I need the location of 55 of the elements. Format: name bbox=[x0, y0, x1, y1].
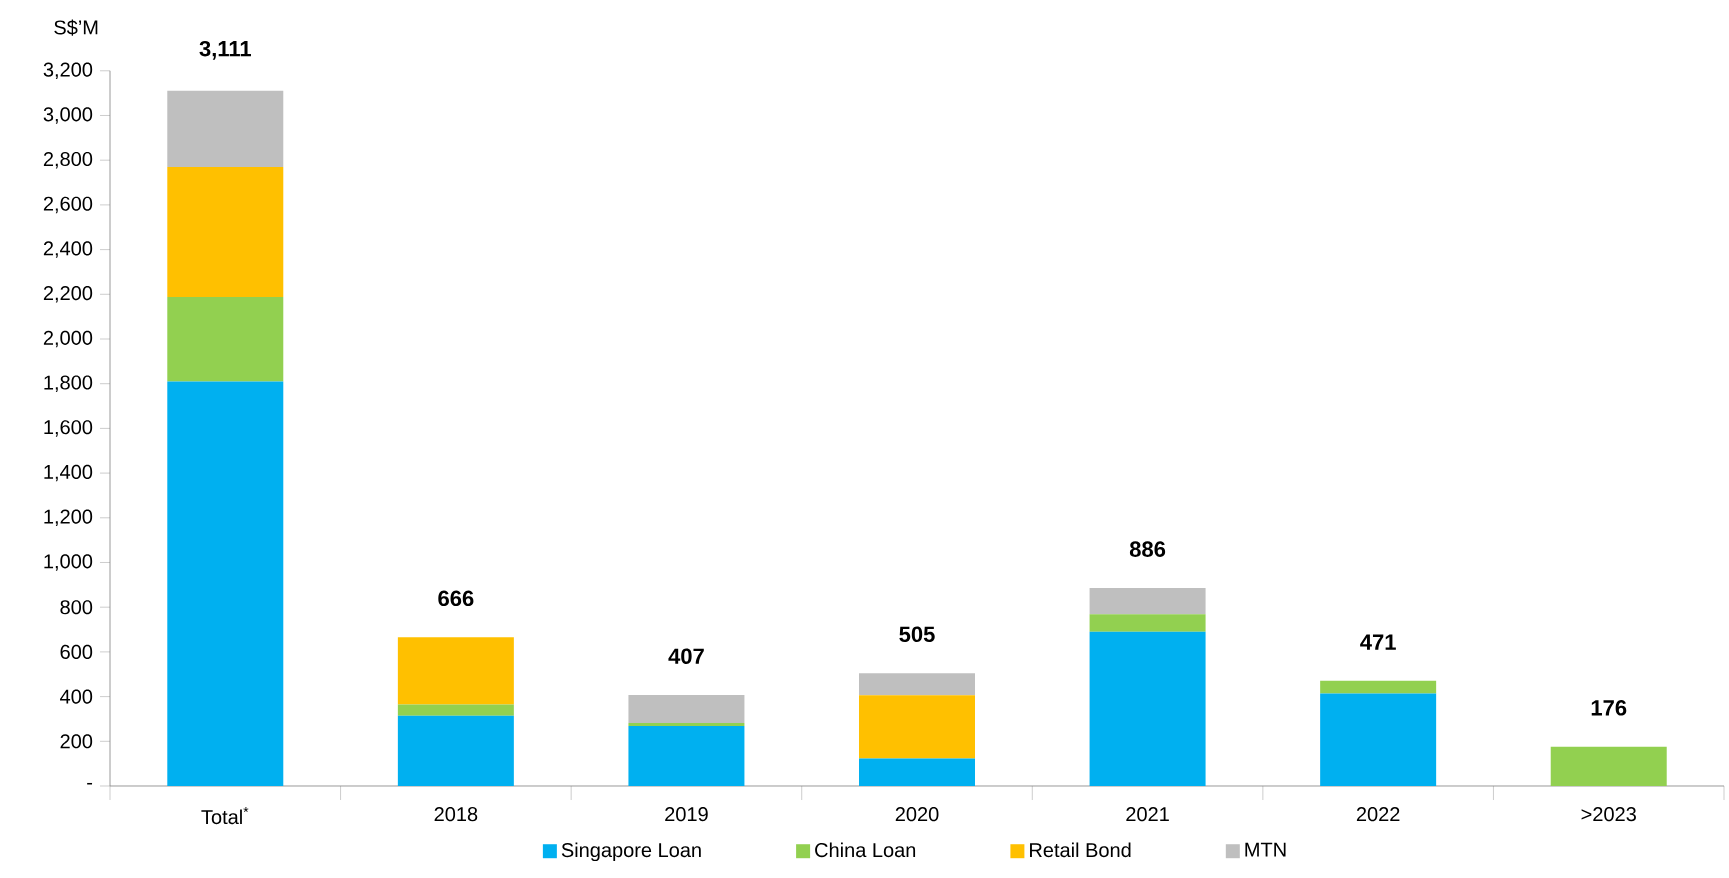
bar bbox=[628, 722, 745, 726]
bar bbox=[628, 725, 745, 786]
x-tick-label: Total$^{*}$ bbox=[201, 807, 249, 825]
bar bbox=[859, 673, 975, 696]
total-label: 886 bbox=[1129, 541, 1166, 557]
y-tick-label: 2,600 bbox=[43, 196, 93, 214]
y-tick-label: 3,000 bbox=[43, 107, 93, 124]
bar bbox=[1089, 587, 1206, 615]
bar bbox=[167, 381, 284, 786]
bar bbox=[859, 695, 975, 759]
bar bbox=[1320, 680, 1437, 694]
bar bbox=[1089, 614, 1206, 632]
bar bbox=[859, 758, 975, 786]
x-tick-label: 2022 bbox=[1356, 807, 1400, 822]
bar bbox=[167, 166, 284, 297]
x-tick-label: 2021 bbox=[1126, 807, 1169, 822]
total-label: 407 bbox=[668, 648, 704, 664]
x-tick-label: 2020 bbox=[895, 807, 939, 822]
y-tick-label: 200 bbox=[60, 734, 93, 749]
y-tick-label: 2,200 bbox=[43, 286, 93, 303]
y-tick-label: 2,000 bbox=[43, 330, 93, 348]
bar bbox=[1320, 693, 1437, 786]
y-tick-label: 1,000 bbox=[44, 554, 93, 571]
legend-label: MTN bbox=[1245, 842, 1286, 857]
y-tick-label: 600 bbox=[60, 644, 93, 659]
y-tick-label: 1,600 bbox=[44, 420, 93, 437]
bar bbox=[628, 695, 745, 723]
total-label: 471 bbox=[1360, 634, 1396, 650]
total-label: 3,111 bbox=[199, 40, 251, 60]
x-tick-label: >2023 bbox=[1581, 807, 1636, 822]
bar bbox=[397, 715, 514, 786]
y-tick-label: 2,400 bbox=[43, 241, 93, 258]
legend-label: China Loan bbox=[815, 842, 916, 858]
legend-label: Singapore Loan bbox=[561, 842, 701, 862]
total-label: 666 bbox=[438, 590, 474, 607]
y-tick-label: 1,800 bbox=[44, 375, 93, 392]
bar bbox=[1089, 631, 1206, 786]
bar bbox=[397, 637, 514, 705]
bar bbox=[397, 704, 514, 716]
y-tick-label: - bbox=[87, 782, 93, 785]
bar bbox=[167, 296, 284, 382]
bar bbox=[1550, 746, 1667, 786]
y-tick-label: 800 bbox=[60, 600, 93, 615]
y-axis-title: S$’M bbox=[54, 19, 98, 36]
y-tick-label: 1,200 bbox=[44, 509, 93, 527]
y-tick-label: 1,400 bbox=[44, 464, 93, 482]
y-tick-label: 400 bbox=[60, 689, 93, 704]
x-tick-label: 2019 bbox=[665, 807, 708, 822]
y-tick-label: 2,800 bbox=[43, 151, 93, 169]
x-tick-label: 2018 bbox=[434, 807, 478, 822]
total-label: 505 bbox=[899, 626, 935, 643]
legend-label: Retail Bond bbox=[1030, 842, 1131, 858]
bar bbox=[167, 90, 284, 167]
total-label: 176 bbox=[1591, 700, 1627, 716]
y-tick-label: 3,200 bbox=[43, 62, 93, 80]
